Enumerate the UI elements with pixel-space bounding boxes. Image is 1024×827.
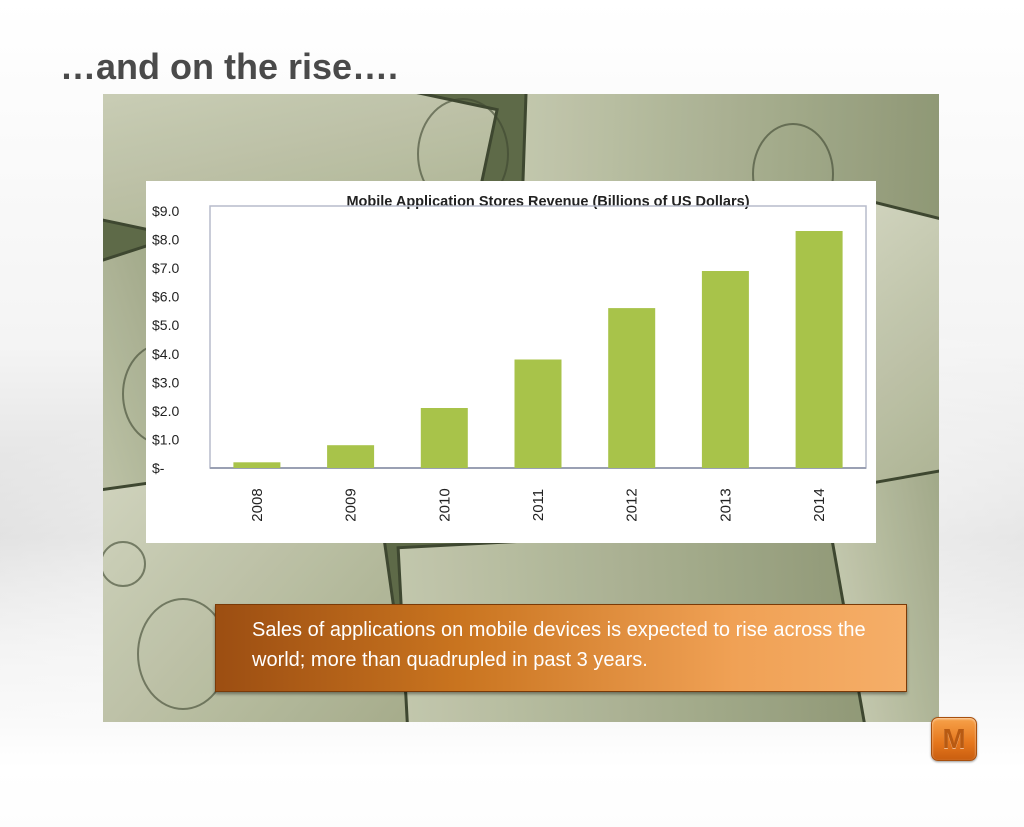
x-tick-label: 2014	[811, 488, 828, 521]
y-tick-label: $8.0	[152, 232, 179, 248]
revenue-bar-chart: Mobile Application Stores Revenue (Billi…	[152, 194, 867, 522]
y-tick-label: $3.0	[152, 374, 179, 390]
y-tick-label: $5.0	[152, 317, 179, 333]
y-tick-label: $6.0	[152, 289, 179, 305]
caption-box: Sales of applications on mobile devices …	[215, 604, 907, 692]
x-tick-label: 2013	[717, 488, 734, 521]
y-tick-label: $-	[152, 460, 165, 476]
m-logo-button[interactable]: M	[931, 717, 977, 761]
y-tick-label: $9.0	[152, 203, 179, 219]
chart-title: Mobile Application Stores Revenue (Billi…	[346, 194, 749, 210]
bar-2014	[795, 231, 843, 468]
bar-2012	[608, 308, 656, 468]
x-tick-label: 2011	[530, 489, 547, 521]
bar-2010	[420, 408, 468, 468]
y-tick-label: $2.0	[152, 403, 179, 419]
x-tick-label: 2012	[624, 488, 641, 521]
x-tick-label: 2008	[249, 488, 266, 521]
bar-2009	[327, 445, 375, 468]
x-tick-label: 2009	[343, 488, 360, 521]
y-tick-label: $4.0	[152, 346, 179, 362]
x-tick-label: 2010	[436, 488, 453, 521]
y-tick-label: $1.0	[152, 431, 179, 447]
y-tick-label: $7.0	[152, 260, 179, 276]
caption-text: Sales of applications on mobile devices …	[252, 619, 866, 671]
bar-2013	[701, 271, 749, 468]
bar-2008	[233, 462, 281, 468]
chart-panel: Mobile Application Stores Revenue (Billi…	[146, 181, 876, 543]
bar-2011	[514, 359, 562, 468]
slide-title: …and on the rise….	[60, 46, 399, 87]
